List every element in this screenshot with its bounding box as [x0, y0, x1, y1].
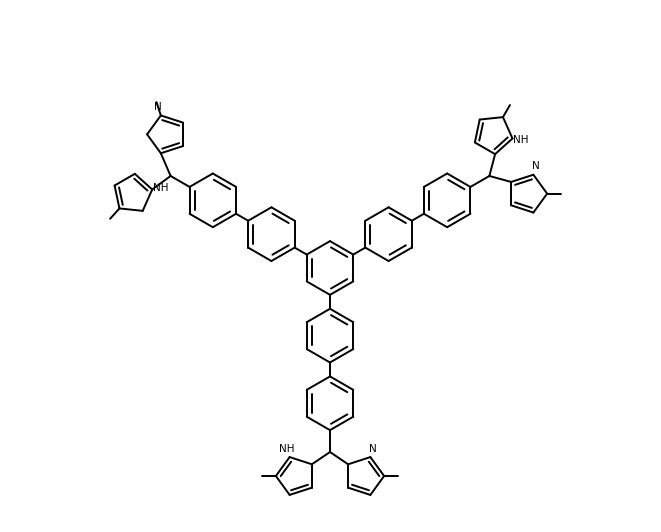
Text: N: N — [154, 102, 162, 112]
Text: NH: NH — [279, 444, 295, 454]
Text: NH: NH — [153, 182, 169, 193]
Text: N: N — [369, 444, 377, 454]
Text: N: N — [532, 161, 540, 171]
Text: NH: NH — [514, 135, 529, 145]
